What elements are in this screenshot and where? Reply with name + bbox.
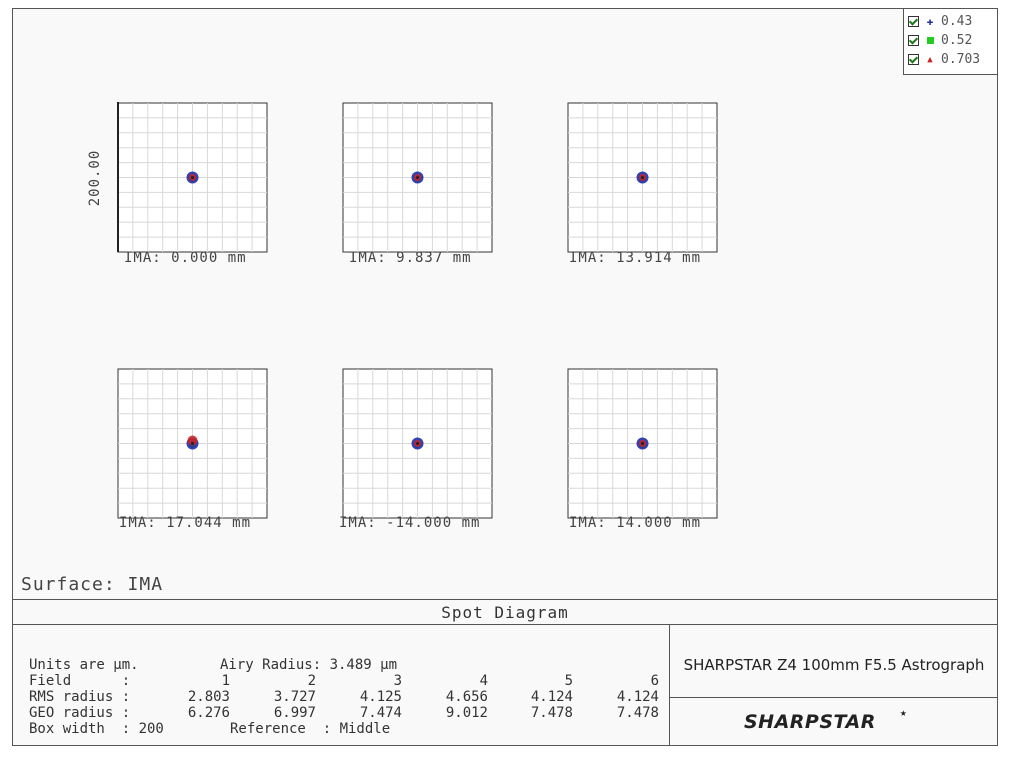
divider: [669, 697, 998, 698]
legend-item[interactable]: ✚ 0.43: [904, 12, 997, 31]
spot-centroid: [641, 176, 644, 179]
brand-logo: SHARPSTAR: [744, 711, 876, 733]
divider: [669, 624, 670, 746]
spot-centroid: [416, 442, 419, 445]
legend-item[interactable]: 0.52: [904, 31, 997, 50]
field-label: IMA: 17.044 mm: [119, 515, 252, 531]
star-icon: ★: [900, 706, 907, 719]
lens-title: SHARPSTAR Z4 100mm F5.5 Astrograph: [683, 656, 985, 674]
legend: ✚ 0.43 0.52 ▲ 0.703: [903, 8, 998, 75]
divider: [12, 624, 998, 625]
rms-value: 3.727: [273, 689, 316, 705]
rms-value: 2.803: [187, 689, 230, 705]
spot-centroid: [641, 442, 644, 445]
field-number: 6: [650, 673, 659, 689]
units-text: Units are µm.: [29, 657, 139, 673]
legend-label: 0.43: [941, 14, 973, 29]
field-label: IMA: 9.837 mm: [349, 250, 472, 266]
geo-value: 7.478: [616, 705, 659, 721]
geo-row-label: GEO radius :: [29, 705, 131, 721]
box-width-text: Box width : 200: [29, 721, 164, 737]
field-number: 3: [393, 673, 402, 689]
geo-value: 7.474: [359, 705, 402, 721]
spot-centroid: [416, 176, 419, 179]
rms-value: 4.656: [445, 689, 488, 705]
checkbox-icon[interactable]: [908, 54, 919, 65]
legend-label: 0.52: [941, 33, 973, 48]
rms-value: 4.124: [530, 689, 573, 705]
geo-value: 7.478: [530, 705, 573, 721]
spot-centroid: [191, 176, 194, 179]
field-number: 4: [479, 673, 488, 689]
reference-text: Reference : Middle: [230, 721, 391, 737]
field-label: IMA: 14.000 mm: [569, 515, 702, 531]
geo-value: 9.012: [445, 705, 488, 721]
checkbox-icon[interactable]: [908, 35, 919, 46]
rms-row-label: RMS radius :: [29, 689, 131, 705]
field-label: IMA: -14.000 mm: [339, 515, 481, 531]
field-number: 1: [221, 673, 230, 689]
surface-label: Surface: IMA: [21, 574, 164, 595]
airy-radius-text: Airy Radius: 3.489 µm: [220, 657, 398, 673]
field-row-label: Field :: [29, 673, 131, 689]
rms-value: 4.124: [616, 689, 659, 705]
field-label: IMA: 0.000 mm: [124, 250, 247, 266]
legend-label: 0.703: [941, 52, 981, 67]
square-marker-icon: [925, 36, 935, 46]
divider: [12, 599, 998, 600]
field-number: 5: [564, 673, 573, 689]
rms-value: 4.125: [359, 689, 402, 705]
spot-point-0.703: [187, 435, 198, 446]
geo-value: 6.997: [273, 705, 316, 721]
triangle-marker-icon: ▲: [927, 54, 933, 65]
geo-value: 6.276: [187, 705, 230, 721]
checkbox-icon[interactable]: [908, 16, 919, 27]
legend-item[interactable]: ▲ 0.703: [904, 50, 997, 69]
y-axis-label: 200.00: [87, 149, 103, 207]
field-number: 2: [307, 673, 316, 689]
chart-title: Spot Diagram: [441, 603, 569, 622]
spot-centroid: [191, 442, 194, 445]
field-label: IMA: 13.914 mm: [569, 250, 702, 266]
plus-marker-icon: ✚: [926, 14, 934, 28]
